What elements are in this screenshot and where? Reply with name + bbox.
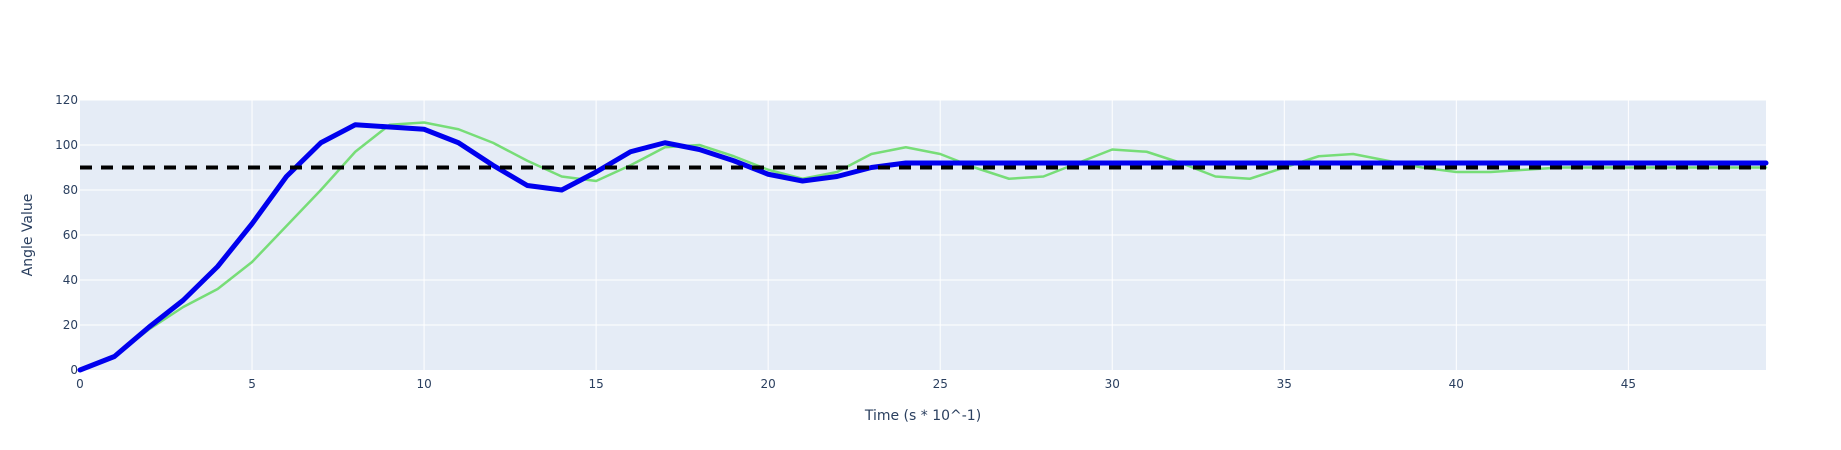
- x-tick-label: 40: [1449, 377, 1464, 391]
- y-tick-label: 120: [55, 93, 78, 107]
- x-tick-label: 5: [248, 377, 256, 391]
- series-line-1: [78, 121, 1768, 372]
- x-tick-label: 20: [761, 377, 776, 391]
- y-tick-label: 20: [63, 318, 78, 332]
- y-tick-label: 0: [70, 363, 78, 377]
- x-tick-label: 25: [933, 377, 948, 391]
- y-axis-title: Angle Value: [20, 194, 36, 277]
- y-axis-ticks: 0 20 40 60 80 100 120: [55, 93, 78, 377]
- grid-lines: [80, 99, 1766, 370]
- y-tick-label: 40: [63, 273, 78, 287]
- y-tick-label: 60: [63, 228, 78, 242]
- series-line-2: [77, 122, 1769, 373]
- x-tick-label: 35: [1277, 377, 1292, 391]
- x-tick-label: 0: [76, 377, 84, 391]
- series-lines: [77, 121, 1769, 373]
- y-tick-label: 80: [63, 183, 78, 197]
- x-tick-label: 10: [416, 377, 431, 391]
- y-tick-label: 100: [55, 138, 78, 152]
- x-tick-label: 45: [1621, 377, 1636, 391]
- x-tick-label: 30: [1105, 377, 1120, 391]
- x-axis-ticks: 0 5 10 15 20 25 30 35 40 45: [76, 377, 1636, 391]
- x-tick-label: 15: [588, 377, 603, 391]
- x-axis-title: Time (s * 10^-1): [864, 408, 981, 424]
